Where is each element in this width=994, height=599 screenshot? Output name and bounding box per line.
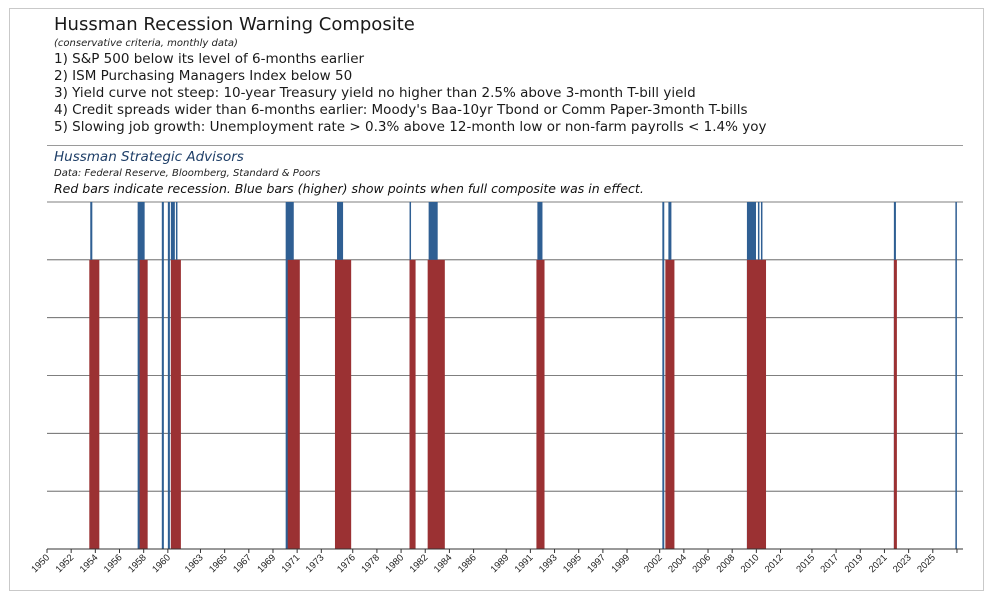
- x-tick-label: 2006: [690, 552, 713, 575]
- x-tick-label: 1976: [335, 552, 358, 575]
- recession-bar: [139, 259, 148, 549]
- recession-bar: [334, 259, 352, 549]
- chart-title: Hussman Recession Warning Composite: [54, 14, 415, 35]
- x-tick-label: 1991: [513, 552, 536, 575]
- x-tick-label: 1995: [561, 552, 584, 575]
- criterion-3: 3) Yield curve not steep: 10-year Treasu…: [54, 85, 696, 101]
- recession-bar: [409, 259, 416, 549]
- recession-bar: [287, 259, 300, 549]
- x-tick-label: 1982: [408, 552, 431, 575]
- recession-bar: [89, 259, 100, 549]
- recession-bar: [746, 259, 767, 549]
- x-tick-label: 1958: [126, 552, 149, 575]
- x-tick-label: 2010: [739, 552, 762, 575]
- x-tick-label: 1989: [489, 552, 512, 575]
- recession-bar: [427, 259, 445, 549]
- x-tick-label: 1978: [359, 552, 382, 575]
- source-data: Data: Federal Reserve, Bloomberg, Standa…: [54, 168, 321, 179]
- composite-bar: [161, 202, 164, 549]
- composite-bar: [662, 202, 665, 549]
- x-tick-label: 1956: [102, 552, 125, 575]
- x-tick-label: 2012: [763, 552, 786, 575]
- source-name: Hussman Strategic Advisors: [54, 149, 244, 165]
- x-tick-label: 1984: [432, 552, 455, 575]
- header-divider: [47, 145, 963, 146]
- x-tick-label: 2017: [819, 552, 842, 575]
- chart-note: Red bars indicate recession. Blue bars (…: [54, 181, 644, 196]
- x-tick-label: 1950: [29, 552, 52, 575]
- x-tick-label: 2021: [867, 552, 890, 575]
- recession-bar: [170, 259, 181, 549]
- x-tick-label: 2015: [794, 552, 817, 575]
- x-tick-label: 1952: [54, 552, 77, 575]
- recession-bar: [536, 259, 545, 549]
- x-tick-label: 2025: [915, 552, 938, 575]
- chart-subtitle: (conservative criteria, monthly data): [54, 38, 238, 49]
- x-tick-label: 1954: [78, 552, 101, 575]
- x-tick-label: 1960: [150, 552, 173, 575]
- x-tick-label: 1997: [585, 552, 608, 575]
- x-tick-label: 1999: [609, 552, 632, 575]
- x-tick-label: 1971: [280, 552, 303, 575]
- recession-bar: [665, 259, 675, 549]
- x-tick-label: 1963: [183, 552, 206, 575]
- criterion-4: 4) Credit spreads wider than 6-months ea…: [54, 102, 748, 118]
- x-tick-label: 2002: [642, 552, 665, 575]
- composite-bar: [167, 202, 170, 549]
- composite-bar: [955, 202, 957, 549]
- x-tick-label: 2019: [843, 552, 866, 575]
- x-tick-label: 1993: [537, 552, 560, 575]
- recession-bar: [893, 259, 897, 549]
- x-tick-label: 1986: [456, 552, 479, 575]
- x-tick-label: 1980: [383, 552, 406, 575]
- x-tick-label: 2023: [891, 552, 914, 575]
- x-tick-label: 2004: [666, 552, 689, 575]
- criterion-2: 2) ISM Purchasing Managers Index below 5…: [54, 68, 353, 84]
- chart-frame: [9, 8, 984, 591]
- x-tick-label: 1967: [231, 552, 254, 575]
- criterion-5: 5) Slowing job growth: Unemployment rate…: [54, 119, 767, 135]
- x-tick-label: 2008: [715, 552, 738, 575]
- x-tick-label: 1965: [207, 552, 230, 575]
- x-tick-label: 1969: [255, 552, 278, 575]
- x-tick-label: 1973: [304, 552, 327, 575]
- criterion-1: 1) S&P 500 below its level of 6-months e…: [54, 51, 365, 67]
